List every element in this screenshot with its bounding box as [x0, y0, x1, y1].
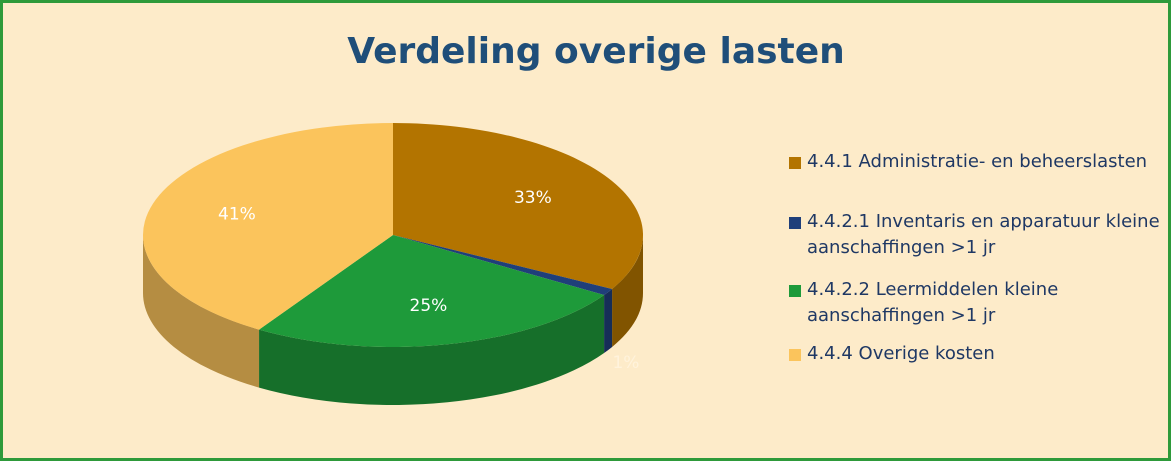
legend-item: 4.4.2.1 Inventaris en apparatuur kleine … [789, 209, 1168, 277]
pie-side [604, 288, 613, 354]
data-label: 25% [410, 296, 448, 316]
pie-slice [393, 235, 613, 296]
legend-label: 4.4.2.1 Inventaris en apparatuur kleine … [807, 211, 1160, 258]
pie-side [259, 295, 605, 405]
legend: 4.4.1 Administratie- en beheerslasten 4.4… [789, 149, 1168, 405]
legend-label: 4.4.1 Administratie- en beheerslasten [807, 151, 1148, 172]
legend-swatch [789, 157, 801, 169]
legend-label: 4.4.2.2 Leermiddelen kleine aanschaffing… [807, 279, 1059, 326]
legend-swatch [789, 285, 801, 297]
data-label: 41% [218, 205, 256, 225]
chart-svg: Verdeling overige lasten 33% 1% 25% 41% [142, 31, 845, 405]
legend-item: 4.4.4 Overige kosten [789, 341, 1168, 405]
pie-side [143, 235, 260, 388]
legend-swatch [789, 349, 801, 361]
pie-slice [259, 235, 605, 347]
chart-title: Verdeling overige lasten [347, 31, 845, 72]
legend-label: 4.4.4 Overige kosten [807, 343, 995, 364]
data-label: 33% [514, 188, 552, 208]
pie-slice [393, 123, 644, 289]
legend-swatch [789, 217, 801, 229]
legend-item: 4.4.1 Administratie- en beheerslasten [789, 149, 1168, 209]
data-label: 1% [612, 353, 639, 373]
pie-side [612, 235, 643, 347]
legend-item: 4.4.2.2 Leermiddelen kleine aanschaffing… [789, 277, 1168, 341]
pie-slice [142, 123, 393, 330]
